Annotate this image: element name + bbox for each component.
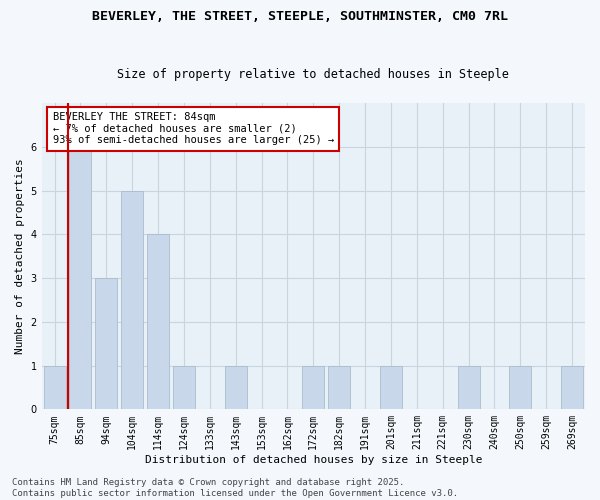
Text: BEVERLEY THE STREET: 84sqm
← 7% of detached houses are smaller (2)
93% of semi-d: BEVERLEY THE STREET: 84sqm ← 7% of detac… xyxy=(53,112,334,146)
Bar xyxy=(458,366,479,410)
Bar xyxy=(121,190,143,410)
Bar xyxy=(70,147,91,409)
Bar xyxy=(380,366,402,410)
Bar xyxy=(225,366,247,410)
Bar xyxy=(509,366,532,410)
Bar xyxy=(173,366,195,410)
Bar xyxy=(561,366,583,410)
Bar xyxy=(95,278,118,409)
Text: BEVERLEY, THE STREET, STEEPLE, SOUTHMINSTER, CM0 7RL: BEVERLEY, THE STREET, STEEPLE, SOUTHMINS… xyxy=(92,10,508,23)
Bar xyxy=(302,366,325,410)
Bar xyxy=(328,366,350,410)
Y-axis label: Number of detached properties: Number of detached properties xyxy=(15,158,25,354)
Title: Size of property relative to detached houses in Steeple: Size of property relative to detached ho… xyxy=(118,68,509,81)
X-axis label: Distribution of detached houses by size in Steeple: Distribution of detached houses by size … xyxy=(145,455,482,465)
Bar xyxy=(44,366,65,410)
Text: Contains HM Land Registry data © Crown copyright and database right 2025.
Contai: Contains HM Land Registry data © Crown c… xyxy=(12,478,458,498)
Bar xyxy=(147,234,169,410)
